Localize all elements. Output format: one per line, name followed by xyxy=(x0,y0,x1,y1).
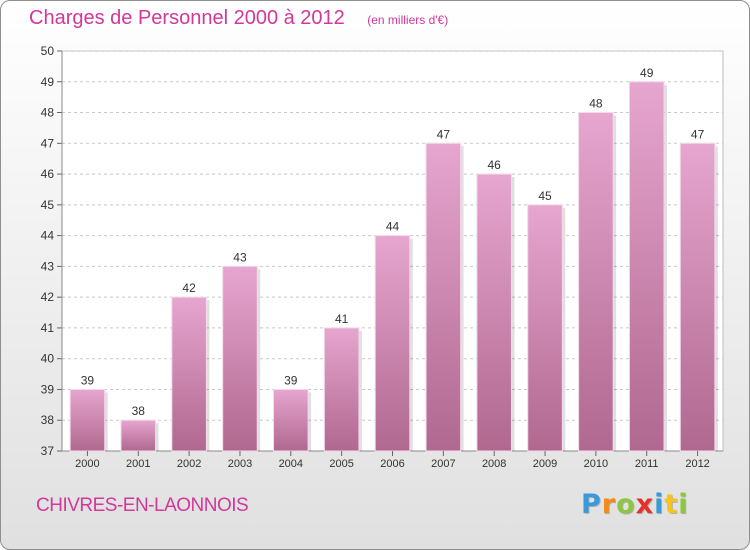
data-label: 43 xyxy=(233,250,247,264)
bar xyxy=(222,265,258,452)
logo-letter: r xyxy=(601,489,617,520)
x-tick-label: 2002 xyxy=(177,458,201,470)
y-tick-label: 42 xyxy=(41,290,55,304)
bar xyxy=(578,112,614,452)
data-label: 41 xyxy=(335,312,349,326)
data-label: 48 xyxy=(589,97,603,111)
x-tick-label: 2007 xyxy=(431,458,455,470)
y-tick-label: 47 xyxy=(41,136,55,150)
data-label: 47 xyxy=(437,127,451,141)
logo-letter: P xyxy=(581,489,602,520)
x-tick-label: 2003 xyxy=(228,458,252,470)
x-tick-label: 2004 xyxy=(279,458,303,470)
y-tick-label: 50 xyxy=(41,44,55,58)
bar xyxy=(171,296,207,452)
y-tick-label: 44 xyxy=(41,229,55,243)
bar xyxy=(527,204,563,452)
logo-letter: i xyxy=(678,489,689,520)
logo-letter: i xyxy=(654,489,665,520)
data-label: 47 xyxy=(691,127,705,141)
y-tick-label: 43 xyxy=(41,259,55,273)
bar xyxy=(120,419,157,452)
commune-name: CHIVRES-EN-LAONNOIS xyxy=(36,495,249,516)
x-tick-label: 2000 xyxy=(75,458,99,470)
data-label: 46 xyxy=(488,158,502,172)
bar xyxy=(374,235,411,452)
y-tick-label: 49 xyxy=(41,75,55,89)
data-label: 49 xyxy=(640,66,654,80)
y-tick-label: 45 xyxy=(41,198,55,212)
proxiti-logo: Proxiti xyxy=(581,489,689,520)
title-row: Charges de Personnel 2000 à 2012 (en mil… xyxy=(29,7,448,30)
y-tick-label: 41 xyxy=(41,321,55,335)
x-tick-label: 2009 xyxy=(533,458,557,470)
y-tick-label: 48 xyxy=(41,106,55,120)
bar xyxy=(69,388,106,452)
data-label: 38 xyxy=(132,404,146,418)
y-tick-label: 38 xyxy=(41,413,55,427)
data-label: 39 xyxy=(284,373,298,387)
x-tick-label: 2006 xyxy=(380,458,404,470)
y-tick-label: 37 xyxy=(41,444,55,458)
chart-title: Charges de Personnel 2000 à 2012 xyxy=(29,7,345,29)
x-tick-label: 2010 xyxy=(584,458,608,470)
y-tick-label: 40 xyxy=(41,352,55,366)
data-label: 44 xyxy=(386,220,400,234)
y-tick-label: 39 xyxy=(41,382,55,396)
y-tick-label: 46 xyxy=(41,167,55,181)
chart-subtitle: (en milliers d'€) xyxy=(367,13,449,27)
bar xyxy=(628,81,665,452)
data-label: 42 xyxy=(182,281,196,295)
bar xyxy=(425,142,462,452)
x-tick-label: 2005 xyxy=(329,458,353,470)
x-tick-label: 2012 xyxy=(685,458,709,470)
bar xyxy=(273,388,309,452)
logo-letter: o xyxy=(616,489,636,520)
bar xyxy=(323,327,360,452)
logo-letter: x xyxy=(635,489,655,520)
logo-letter: t xyxy=(664,489,679,520)
x-tick-label: 2008 xyxy=(482,458,506,470)
data-label: 39 xyxy=(81,373,95,387)
bar xyxy=(679,142,716,452)
x-tick-label: 2001 xyxy=(126,458,150,470)
bar xyxy=(476,173,512,452)
data-label: 45 xyxy=(538,189,552,203)
x-tick-label: 2011 xyxy=(635,458,659,470)
